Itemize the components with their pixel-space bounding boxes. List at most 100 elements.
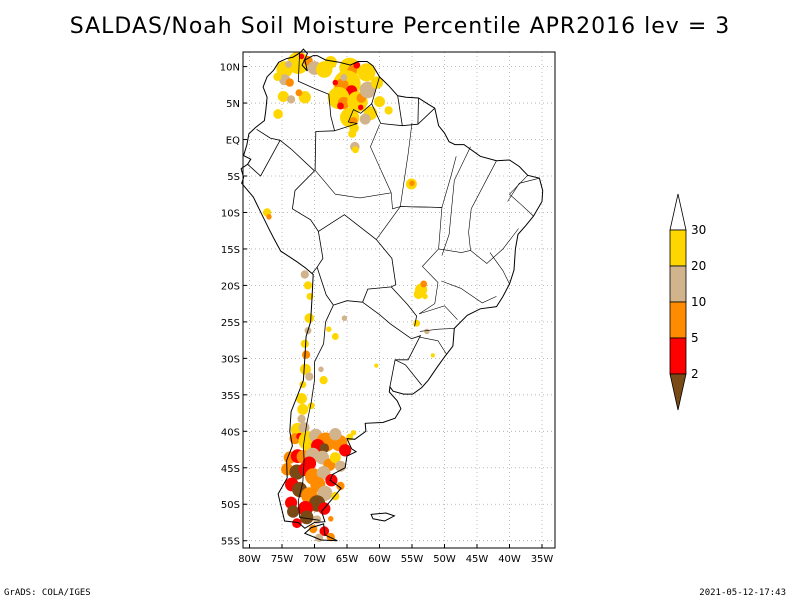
lat-tick-label: 15S xyxy=(221,245,240,256)
legend-label: 5 xyxy=(691,331,699,345)
percentile-patch xyxy=(384,106,393,115)
legend-label: 30 xyxy=(691,223,706,237)
percentile-patch xyxy=(299,363,311,375)
percentile-patch xyxy=(328,516,334,522)
state-border xyxy=(419,328,455,332)
percentile-patch xyxy=(319,376,328,385)
lat-tick-label: 5N xyxy=(226,99,240,110)
coastline-borders xyxy=(240,48,544,542)
country-border xyxy=(362,301,412,340)
country-border xyxy=(297,304,334,521)
state-border xyxy=(438,248,471,253)
lon-tick-label: 45W xyxy=(466,554,489,565)
state-border xyxy=(441,280,497,304)
lat-tick-label: 40S xyxy=(221,427,240,438)
percentile-patch xyxy=(422,293,428,300)
lon-tick-label: 60W xyxy=(368,554,391,565)
lon-tick-label: 75W xyxy=(271,554,294,565)
percentile-patch xyxy=(296,393,307,404)
footer-credit: GrADS: COLA/IGES xyxy=(4,588,91,598)
lon-tick-label: 50W xyxy=(433,554,456,565)
lat-tick-label: 50S xyxy=(221,500,240,511)
percentile-patch xyxy=(357,63,376,82)
percentile-patch xyxy=(298,53,305,60)
state-border xyxy=(441,146,471,256)
graticule xyxy=(243,52,555,548)
percentile-patch xyxy=(292,518,302,529)
percentile-patch xyxy=(303,281,313,290)
percentile-patch xyxy=(331,333,339,340)
lat-tick-label: 10N xyxy=(220,63,240,74)
lon-tick-label: 65W xyxy=(336,554,359,565)
legend-swatch xyxy=(669,337,687,375)
percentile-patch xyxy=(336,481,345,491)
country-border xyxy=(333,300,363,306)
percentile-patch xyxy=(374,96,385,108)
percentile-patch xyxy=(340,74,348,81)
lat-tick-label: 30S xyxy=(221,354,240,365)
legend-arrow-bottom xyxy=(669,373,687,411)
percentile-patch xyxy=(299,510,314,525)
legend-label: 2 xyxy=(691,367,699,381)
percentile-patch xyxy=(337,102,344,110)
percentile-patch xyxy=(329,428,342,441)
percentile-patch xyxy=(341,315,348,322)
state-border xyxy=(400,122,413,207)
country-border xyxy=(247,128,281,177)
lat-tick-label: 35S xyxy=(221,391,240,402)
country-border xyxy=(394,359,423,386)
percentile-patch xyxy=(277,91,289,102)
percentile-patch xyxy=(339,444,352,457)
percentile-patch xyxy=(297,403,309,415)
lon-tick-label: 70W xyxy=(303,554,326,565)
percentile-patch xyxy=(319,443,330,453)
country-border xyxy=(334,103,372,132)
country-border xyxy=(397,95,403,126)
legend-label: 10 xyxy=(691,295,706,309)
percentile-patch xyxy=(305,372,314,381)
percentile-patch xyxy=(324,56,337,69)
percentile-patch xyxy=(300,270,309,279)
percentile-patch xyxy=(287,505,300,518)
falkland-islands-coastline xyxy=(370,512,396,522)
axis-ticks: 10N 5N EQ 5S 10S 15S 20S 25S 30S 35S 40S 45S 50S 55S 8… xyxy=(220,63,554,565)
country-border xyxy=(390,286,418,327)
south-america-coastline xyxy=(240,48,544,529)
percentile-patch xyxy=(413,289,424,300)
percentile-patch xyxy=(285,60,292,68)
percentile-patch xyxy=(318,366,324,373)
state-border xyxy=(507,177,540,202)
legend-swatch xyxy=(669,265,687,303)
percentile-patch xyxy=(430,353,435,358)
percentile-patch xyxy=(424,328,430,335)
percentile-patch xyxy=(420,280,428,288)
percentile-shading xyxy=(263,51,435,542)
percentile-patch xyxy=(352,146,359,154)
lon-tick-label: 35W xyxy=(531,554,554,565)
map-frame xyxy=(242,51,556,549)
percentile-patch xyxy=(266,214,272,220)
lon-tick-label: 40W xyxy=(498,554,521,565)
country-border xyxy=(389,335,422,387)
lat-tick-label: 5S xyxy=(227,172,240,183)
legend-swatch xyxy=(669,229,687,267)
colorbar-legend: 30 20 10 5 2 xyxy=(669,193,706,411)
percentile-patch xyxy=(370,76,383,89)
lon-tick-label: 55W xyxy=(401,554,424,565)
percentile-patch xyxy=(297,414,306,424)
percentile-patch xyxy=(304,313,315,324)
percentile-patch xyxy=(302,350,311,359)
country-border xyxy=(371,76,436,127)
map-title: SALDAS/Noah Soil Moisture Percentile APR… xyxy=(69,14,731,39)
country-border xyxy=(297,53,335,131)
percentile-patch xyxy=(329,452,341,464)
legend-label: 20 xyxy=(691,259,706,273)
percentile-patch xyxy=(348,129,357,138)
percentile-patch xyxy=(350,430,357,436)
percentile-patch xyxy=(374,363,379,368)
percentile-patch xyxy=(332,79,338,86)
country-border xyxy=(417,97,419,125)
footer-timestamp: 2021-05-12-17:43 xyxy=(699,588,786,598)
lon-tick-label: 80W xyxy=(238,554,261,565)
percentile-patch xyxy=(358,104,364,111)
